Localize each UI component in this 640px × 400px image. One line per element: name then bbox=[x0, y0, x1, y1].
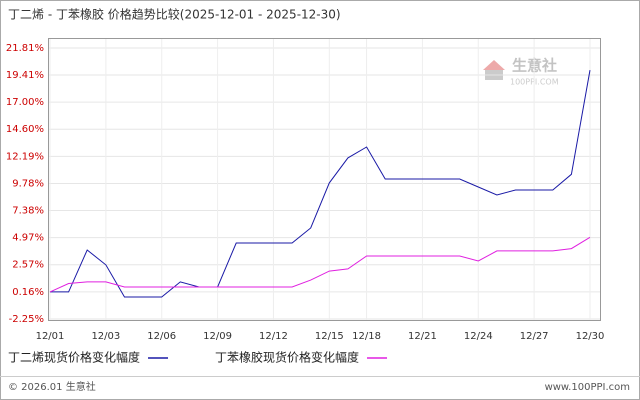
y-tick-label: 19.41% bbox=[6, 70, 44, 81]
x-tick-label: 12/15 bbox=[315, 331, 344, 342]
y-tick-label: 0.16% bbox=[12, 287, 44, 298]
y-tick-label: 4.97% bbox=[12, 233, 44, 244]
y-tick-label: 17.00% bbox=[6, 97, 44, 108]
y-tick-label: -2.25% bbox=[9, 314, 44, 325]
x-tick-label: 12/09 bbox=[203, 331, 232, 342]
chart-title: 丁二烯 - 丁苯橡胶 价格趋势比较(2025-12-01 - 2025-12-3… bbox=[8, 7, 341, 22]
legend-label: 丁二烯现货价格变化幅度 bbox=[8, 350, 140, 365]
series-line bbox=[50, 70, 591, 298]
y-tick-label: 21.81% bbox=[6, 43, 44, 54]
x-tick-label: 12/18 bbox=[352, 331, 381, 342]
x-tick-label: 12/21 bbox=[408, 331, 437, 342]
x-tick-label: 12/27 bbox=[520, 331, 549, 342]
legend-label: 丁苯橡胶现货价格变化幅度 bbox=[215, 350, 359, 365]
footer-right: www.100PPI.com bbox=[545, 382, 630, 393]
series-line bbox=[49, 236, 591, 293]
plot-frame bbox=[48, 38, 601, 321]
x-tick-label: 12/12 bbox=[259, 331, 288, 342]
footer-left: © 2026.01 生意社 bbox=[8, 380, 96, 393]
x-tick-label: 12/03 bbox=[91, 331, 120, 342]
x-tick-label: 12/01 bbox=[36, 331, 65, 342]
y-tick-label: 2.57% bbox=[12, 260, 44, 271]
watermark-logo bbox=[483, 60, 505, 70]
x-tick-label: 12/24 bbox=[464, 331, 493, 342]
y-tick-label: 7.38% bbox=[12, 206, 44, 217]
y-tick-label: 14.60% bbox=[6, 124, 44, 135]
y-tick-label: 9.78% bbox=[12, 179, 44, 190]
y-tick-label: 12.19% bbox=[6, 151, 44, 162]
x-tick-label: 12/06 bbox=[147, 331, 176, 342]
x-tick-label: 12/30 bbox=[576, 331, 605, 342]
